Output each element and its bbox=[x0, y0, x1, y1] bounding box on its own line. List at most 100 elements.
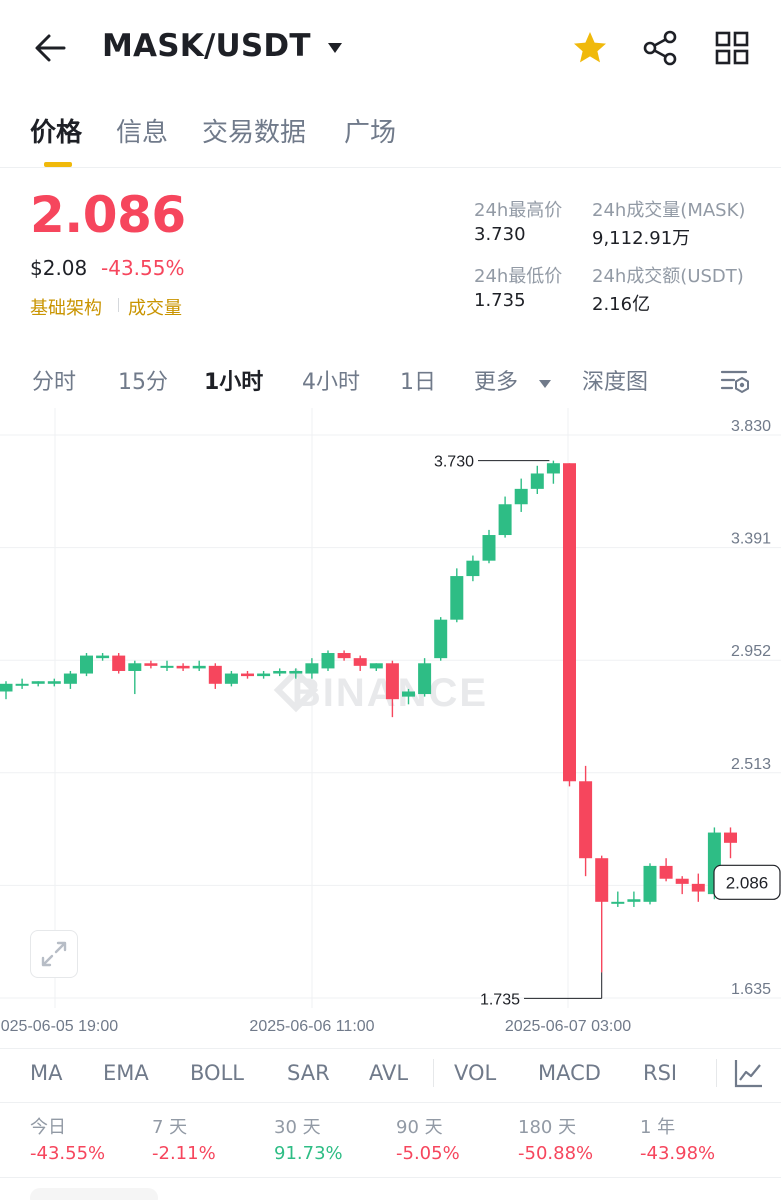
candle-down bbox=[385, 663, 399, 700]
candle-up bbox=[63, 673, 77, 684]
low-label: 24h最低价 bbox=[474, 266, 563, 287]
pair-title[interactable]: MASK/USDT bbox=[102, 28, 311, 64]
y-tick-label: 2.513 bbox=[731, 756, 771, 773]
indicator-divider bbox=[716, 1059, 717, 1087]
candle-up bbox=[257, 673, 271, 677]
tag-volume[interactable]: 成交量 bbox=[128, 298, 182, 319]
candle-up bbox=[160, 665, 174, 668]
expand-chart-icon[interactable] bbox=[30, 930, 78, 978]
top-bar: MASK/USDT bbox=[0, 0, 781, 96]
candle-up bbox=[47, 681, 61, 684]
candle-down bbox=[675, 878, 689, 884]
candle-down bbox=[337, 653, 351, 659]
candle-down bbox=[595, 858, 609, 902]
caret-down-icon[interactable] bbox=[326, 40, 344, 54]
indicator-settings-icon[interactable] bbox=[733, 1057, 765, 1089]
active-tab-indicator bbox=[44, 162, 72, 167]
candle-up bbox=[402, 691, 415, 697]
candle-up bbox=[192, 665, 206, 669]
candle-up bbox=[546, 463, 560, 474]
candle-up bbox=[15, 683, 29, 686]
candle-up bbox=[418, 663, 432, 695]
high-label: 24h最高价 bbox=[474, 200, 563, 221]
base-volume-value: 9,112.91万 bbox=[592, 228, 691, 249]
last-price-badge bbox=[713, 864, 781, 900]
candle-up bbox=[434, 619, 448, 659]
candle-up bbox=[450, 576, 464, 620]
tab-info[interactable]: 信息 bbox=[116, 118, 169, 148]
candle-up bbox=[611, 901, 625, 904]
perf-label-1y: 1 年 bbox=[640, 1117, 676, 1138]
performance-row: 今日 -43.55% 7 天 -2.11% 30 天 91.73% 90 天 -… bbox=[0, 1102, 781, 1178]
candle-down bbox=[208, 665, 222, 684]
grid-menu-icon[interactable] bbox=[712, 28, 752, 68]
perf-value-180d: -50.88% bbox=[518, 1143, 594, 1164]
indicator-boll[interactable]: BOLL bbox=[190, 1061, 244, 1085]
interval-more[interactable]: 更多 bbox=[474, 370, 519, 395]
candle-down bbox=[563, 463, 576, 782]
last-price-badge-text: 2.086 bbox=[726, 873, 769, 892]
base-volume-label: 24h成交量(MASK) bbox=[592, 200, 746, 221]
quote-volume-label: 24h成交额(USDT) bbox=[592, 266, 744, 287]
interval-1d[interactable]: 1日 bbox=[400, 370, 436, 395]
indicator-ema[interactable]: EMA bbox=[103, 1061, 149, 1085]
candle-up bbox=[128, 663, 142, 671]
interval-1h[interactable]: 1小时 bbox=[204, 370, 264, 395]
indicator-ma[interactable]: MA bbox=[30, 1061, 63, 1085]
quote-volume-value: 2.16亿 bbox=[592, 294, 651, 315]
star-icon[interactable] bbox=[570, 28, 610, 68]
indicator-rsi[interactable]: RSI bbox=[643, 1061, 678, 1085]
candle-up bbox=[305, 663, 319, 674]
chart-settings-icon[interactable] bbox=[720, 366, 752, 396]
interval-15m[interactable]: 15分 bbox=[118, 370, 168, 395]
perf-label-180d: 180 天 bbox=[518, 1117, 577, 1138]
tab-square[interactable]: 广场 bbox=[344, 118, 397, 148]
candle-up bbox=[530, 473, 544, 489]
price-change-percent: -43.55% bbox=[101, 256, 185, 280]
indicator-vol[interactable]: VOL bbox=[454, 1061, 497, 1085]
indicator-avl[interactable]: AVL bbox=[369, 1061, 409, 1085]
perf-label-7d: 7 天 bbox=[152, 1117, 188, 1138]
perf-value-7d: -2.11% bbox=[152, 1143, 216, 1164]
high-value: 3.730 bbox=[474, 224, 526, 245]
tab-price[interactable]: 价格 bbox=[30, 118, 83, 148]
candle-up bbox=[369, 663, 383, 669]
indicator-bar: MA EMA BOLL SAR AVL VOL MACD RSI bbox=[0, 1048, 781, 1100]
candle-up bbox=[498, 504, 512, 536]
perf-label-90d: 90 天 bbox=[396, 1117, 443, 1138]
bottom-tab-handle bbox=[30, 1188, 158, 1200]
candle-down bbox=[659, 865, 673, 879]
more-caret-icon[interactable] bbox=[538, 374, 552, 388]
candle-down bbox=[691, 883, 705, 892]
candle-down bbox=[579, 781, 593, 859]
interval-4h[interactable]: 4小时 bbox=[302, 370, 360, 395]
depth-chart-tab[interactable]: 深度图 bbox=[582, 370, 649, 395]
candle-down bbox=[241, 673, 254, 677]
tag-infrastructure[interactable]: 基础架构 bbox=[30, 298, 102, 319]
candle-up bbox=[31, 681, 45, 684]
perf-value-today: -43.55% bbox=[30, 1143, 106, 1164]
candle-up bbox=[627, 899, 641, 902]
last-price: 2.086 bbox=[30, 186, 186, 244]
perf-value-30d: 91.73% bbox=[274, 1143, 343, 1164]
x-tick-label: 2025-06-07 03:00 bbox=[505, 1018, 631, 1035]
interval-bar: 分时 15分 1小时 4小时 1日 更多 深度图 bbox=[0, 352, 781, 408]
indicator-sar[interactable]: SAR bbox=[287, 1061, 330, 1085]
low-marker-label: 1.735 bbox=[480, 991, 520, 1008]
y-tick-label: 2.952 bbox=[731, 643, 771, 660]
tab-trading-data[interactable]: 交易数据 bbox=[202, 118, 307, 148]
candle-up bbox=[482, 535, 496, 561]
interval-time-share[interactable]: 分时 bbox=[32, 370, 77, 395]
candle-up bbox=[96, 655, 110, 659]
back-arrow-icon[interactable] bbox=[30, 28, 70, 68]
indicator-macd[interactable]: MACD bbox=[538, 1061, 601, 1085]
binance-logo-icon bbox=[273, 667, 319, 713]
candle-up bbox=[643, 865, 657, 902]
candle-up bbox=[80, 655, 93, 674]
share-icon[interactable] bbox=[640, 28, 680, 68]
x-tick-label: 2025-06-06 11:00 bbox=[249, 1018, 374, 1035]
high-marker-label: 3.730 bbox=[434, 454, 474, 471]
low-value: 1.735 bbox=[474, 290, 526, 311]
